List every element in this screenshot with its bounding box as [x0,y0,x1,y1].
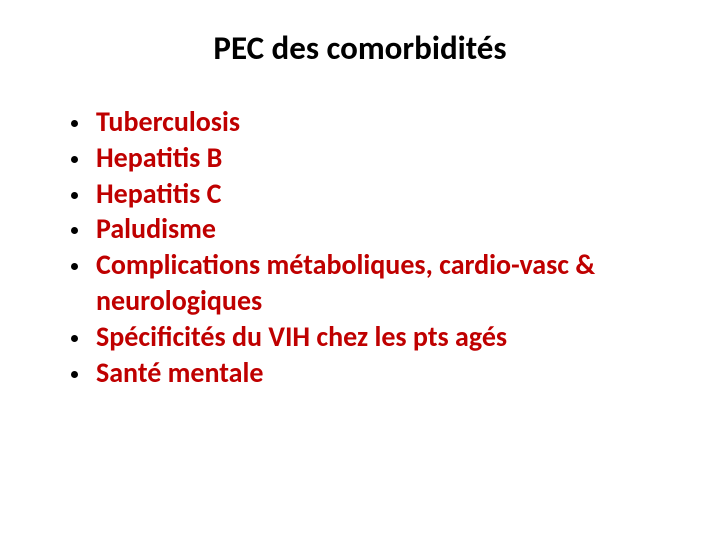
slide-container: PEC des comorbidités Tuberculosis Hepati… [0,0,720,540]
bullet-list: Tuberculosis Hepatitis B Hepatitis C Pal… [48,104,672,391]
list-item: Complications métaboliques, cardio-vasc … [92,247,672,319]
list-item: Spécificités du VIH chez les pts agés [92,319,672,355]
list-item: Paludisme [92,211,672,247]
list-item: Hepatitis B [92,140,672,176]
list-item: Hepatitis C [92,176,672,212]
list-item: Santé mentale [92,355,672,391]
list-item: Tuberculosis [92,104,672,140]
slide-title: PEC des comorbidités [48,28,672,68]
